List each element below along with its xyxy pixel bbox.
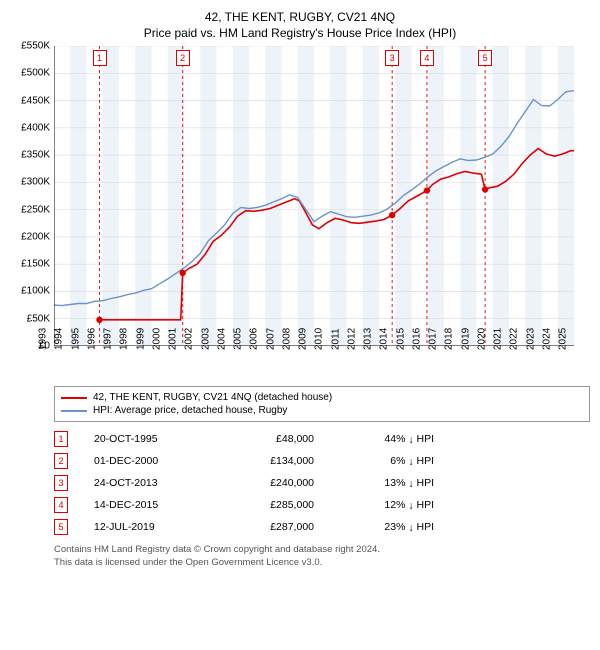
x-axis-label: 1999 bbox=[135, 328, 146, 350]
arrow-down-icon: ↓ bbox=[408, 478, 413, 490]
legend: 42, THE KENT, RUGBY, CV21 4NQ (detached … bbox=[54, 386, 590, 422]
x-axis-label: 2006 bbox=[249, 328, 260, 350]
y-axis-label: £150K bbox=[21, 259, 50, 270]
x-axis-label: 2004 bbox=[216, 328, 227, 350]
legend-label: HPI: Average price, detached house, Rugb… bbox=[93, 405, 287, 416]
x-axis-label: 2017 bbox=[428, 328, 439, 350]
sale-marker: 5 bbox=[54, 519, 68, 535]
x-axis-label: 2003 bbox=[200, 328, 211, 350]
y-axis-label: £500K bbox=[21, 68, 50, 79]
x-axis-label: 2000 bbox=[151, 328, 162, 350]
y-axis-label: £450K bbox=[21, 95, 50, 106]
x-axis-label: 2019 bbox=[460, 328, 471, 350]
x-axis-label: 2002 bbox=[184, 328, 195, 350]
x-axis-label: 2020 bbox=[476, 328, 487, 350]
x-axis-label: 2016 bbox=[411, 328, 422, 350]
sale-row: 4 14-DEC-2015£285,00012% ↓ HPI bbox=[54, 494, 590, 516]
x-axis-label: 2012 bbox=[346, 328, 357, 350]
sale-pct-vs-hpi: 6% ↓ HPI bbox=[314, 455, 434, 467]
sale-marker: 2 bbox=[54, 453, 68, 469]
legend-label: 42, THE KENT, RUGBY, CV21 4NQ (detached … bbox=[93, 392, 332, 403]
sale-row: 3 24-OCT-2013£240,00013% ↓ HPI bbox=[54, 472, 590, 494]
y-axis-label: £250K bbox=[21, 204, 50, 215]
x-axis-label: 2009 bbox=[298, 328, 309, 350]
x-axis-label: 1993 bbox=[38, 328, 49, 350]
page-title: 42, THE KENT, RUGBY, CV21 4NQ bbox=[10, 10, 590, 24]
legend-swatch bbox=[61, 397, 87, 399]
y-axis-label: £200K bbox=[21, 231, 50, 242]
y-axis-label: £300K bbox=[21, 177, 50, 188]
page-subtitle: Price paid vs. HM Land Registry's House … bbox=[10, 26, 590, 40]
footer-line: Contains HM Land Registry data © Crown c… bbox=[54, 544, 590, 557]
x-axis-label: 2022 bbox=[509, 328, 520, 350]
legend-item: 42, THE KENT, RUGBY, CV21 4NQ (detached … bbox=[61, 391, 583, 404]
sale-marker: 4 bbox=[420, 50, 434, 66]
x-axis-label: 2015 bbox=[395, 328, 406, 350]
arrow-down-icon: ↓ bbox=[408, 522, 413, 534]
x-axis-label: 2008 bbox=[281, 328, 292, 350]
footer-attribution: Contains HM Land Registry data © Crown c… bbox=[54, 544, 590, 570]
sale-marker: 2 bbox=[176, 50, 190, 66]
sale-price: £134,000 bbox=[224, 455, 314, 467]
footer-line: This data is licensed under the Open Gov… bbox=[54, 557, 590, 570]
arrow-down-icon: ↓ bbox=[408, 500, 413, 512]
sale-pct-vs-hpi: 13% ↓ HPI bbox=[314, 477, 434, 489]
sale-price: £285,000 bbox=[224, 499, 314, 511]
sale-date: 20-OCT-1995 bbox=[94, 433, 224, 445]
sale-price: £48,000 bbox=[224, 433, 314, 445]
x-axis-label: 2023 bbox=[525, 328, 536, 350]
y-axis-label: £550K bbox=[21, 41, 50, 52]
x-axis-label: 1994 bbox=[54, 328, 65, 350]
y-axis-label: £50K bbox=[27, 313, 50, 324]
x-axis-label: 2011 bbox=[330, 328, 341, 350]
arrow-down-icon: ↓ bbox=[408, 434, 413, 446]
x-axis-label: 2014 bbox=[379, 328, 390, 350]
sale-marker: 3 bbox=[385, 50, 399, 66]
sale-marker: 1 bbox=[54, 431, 68, 447]
sale-price: £287,000 bbox=[224, 521, 314, 533]
sale-marker: 4 bbox=[54, 497, 68, 513]
sale-pct-vs-hpi: 23% ↓ HPI bbox=[314, 521, 434, 533]
sale-date: 14-DEC-2015 bbox=[94, 499, 224, 511]
sale-pct-vs-hpi: 12% ↓ HPI bbox=[314, 499, 434, 511]
sale-date: 12-JUL-2019 bbox=[94, 521, 224, 533]
sale-row: 2 01-DEC-2000£134,0006% ↓ HPI bbox=[54, 450, 590, 472]
x-axis-label: 1996 bbox=[86, 328, 97, 350]
x-axis-label: 1995 bbox=[70, 328, 81, 350]
x-axis-label: 2001 bbox=[168, 328, 179, 350]
y-axis-label: £350K bbox=[21, 150, 50, 161]
x-axis-label: 2025 bbox=[558, 328, 569, 350]
x-axis-label: 2024 bbox=[541, 328, 552, 350]
legend-item: HPI: Average price, detached house, Rugb… bbox=[61, 404, 583, 417]
sale-marker: 3 bbox=[54, 475, 68, 491]
x-axis-label: 2005 bbox=[233, 328, 244, 350]
sale-marker: 5 bbox=[478, 50, 492, 66]
price-chart: £0£50K£100K£150K£200K£250K£300K£350K£400… bbox=[54, 46, 574, 346]
legend-swatch bbox=[61, 410, 87, 412]
x-axis-label: 2007 bbox=[265, 328, 276, 350]
sale-row: 1 20-OCT-1995£48,00044% ↓ HPI bbox=[54, 428, 590, 450]
sale-row: 5 12-JUL-2019£287,00023% ↓ HPI bbox=[54, 516, 590, 538]
arrow-down-icon: ↓ bbox=[408, 456, 413, 468]
x-axis-label: 2013 bbox=[363, 328, 374, 350]
x-axis-label: 1998 bbox=[119, 328, 130, 350]
sale-date: 24-OCT-2013 bbox=[94, 477, 224, 489]
x-axis-label: 1997 bbox=[103, 328, 114, 350]
x-axis-label: 2010 bbox=[314, 328, 325, 350]
sale-date: 01-DEC-2000 bbox=[94, 455, 224, 467]
x-axis-label: 2021 bbox=[493, 328, 504, 350]
y-axis-label: £100K bbox=[21, 286, 50, 297]
sales-table: 1 20-OCT-1995£48,00044% ↓ HPI 2 01-DEC-2000… bbox=[54, 428, 590, 538]
sale-marker: 1 bbox=[93, 50, 107, 66]
sale-pct-vs-hpi: 44% ↓ HPI bbox=[314, 433, 434, 445]
sale-price: £240,000 bbox=[224, 477, 314, 489]
y-axis-label: £400K bbox=[21, 122, 50, 133]
x-axis-label: 2018 bbox=[444, 328, 455, 350]
